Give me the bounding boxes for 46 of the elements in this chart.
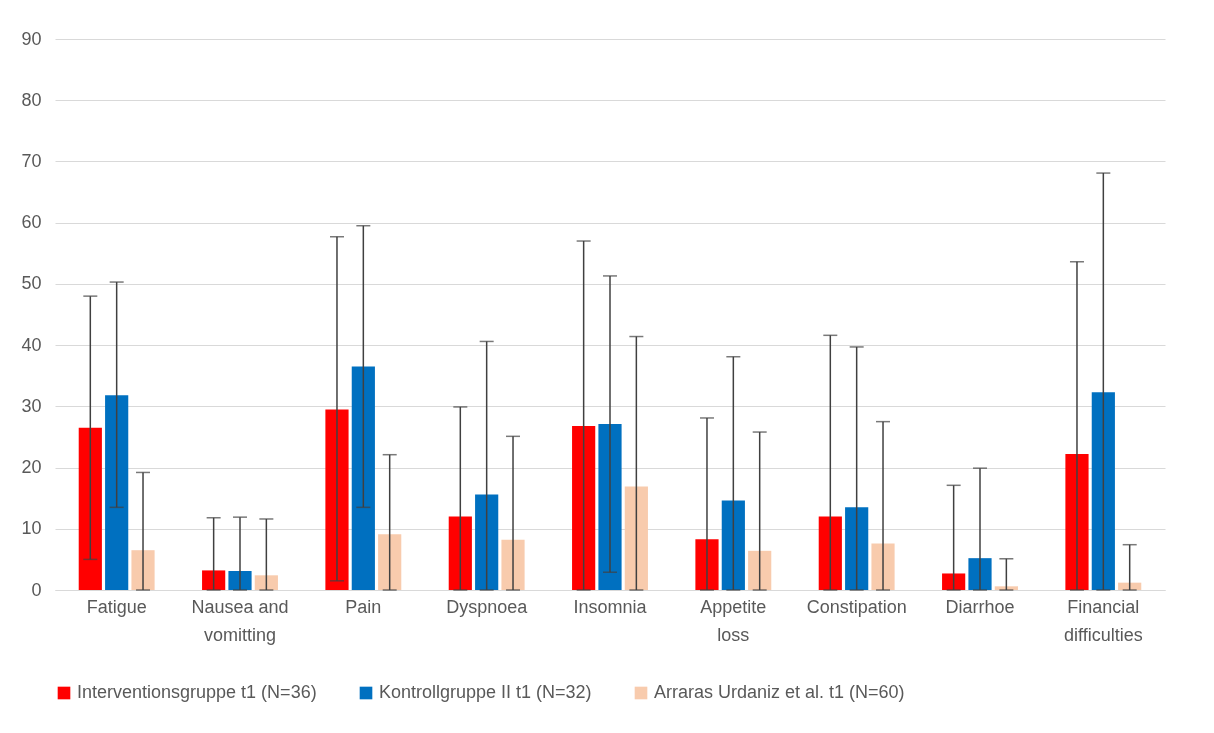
bar — [105, 395, 129, 590]
x-tick-label: Constipation — [806, 596, 907, 617]
bar — [572, 425, 596, 590]
bar — [131, 550, 155, 590]
y-tick-label: 30 — [21, 395, 42, 416]
y-tick-label: 90 — [21, 28, 42, 49]
y-tick-label: 0 — [31, 579, 42, 600]
bar — [254, 575, 278, 590]
x-tick-label: Fatigue — [86, 596, 147, 617]
bar — [351, 366, 375, 590]
x-tick-label: Financial difficulties — [1063, 596, 1143, 645]
y-tick-label: 20 — [21, 457, 42, 478]
bar — [721, 500, 745, 590]
bar — [624, 486, 648, 590]
y-tick-label: 50 — [21, 273, 42, 294]
y-tick-label: 10 — [21, 518, 42, 539]
x-tick-label: Nausea and vomitting — [191, 596, 289, 645]
bar — [818, 516, 842, 590]
bar — [942, 573, 966, 590]
bar — [78, 427, 102, 590]
bar — [378, 534, 402, 590]
legend-label: Kontrollgruppe II t1 (N=32) — [379, 682, 592, 702]
bar — [845, 507, 869, 590]
bar — [748, 550, 772, 590]
x-tick-label: Pain — [345, 596, 382, 617]
bar — [968, 558, 992, 590]
x-tick-label: Diarrhoe — [945, 596, 1015, 617]
bar — [871, 543, 895, 590]
legend-label: Arraras Urdaniz et al. t1 (N=60) — [654, 682, 905, 702]
x-tick-label: Appetite loss — [700, 596, 767, 645]
y-tick-label: 70 — [21, 150, 42, 171]
legend-label: Interventionsgruppe t1 (N=36) — [77, 682, 317, 702]
bar — [448, 516, 472, 590]
y-tick-label: 40 — [21, 334, 42, 355]
x-tick-label: Dyspnoea — [446, 596, 529, 617]
bar — [598, 424, 622, 590]
y-tick-label: 80 — [21, 89, 42, 110]
y-tick-label: 60 — [21, 212, 42, 233]
bar — [1091, 392, 1115, 590]
bar — [501, 539, 525, 590]
bar — [325, 409, 349, 590]
bar — [1065, 454, 1089, 590]
bar — [695, 539, 719, 590]
x-tick-label: Insomnia — [573, 596, 648, 617]
bar — [475, 494, 499, 590]
bar — [202, 570, 226, 590]
